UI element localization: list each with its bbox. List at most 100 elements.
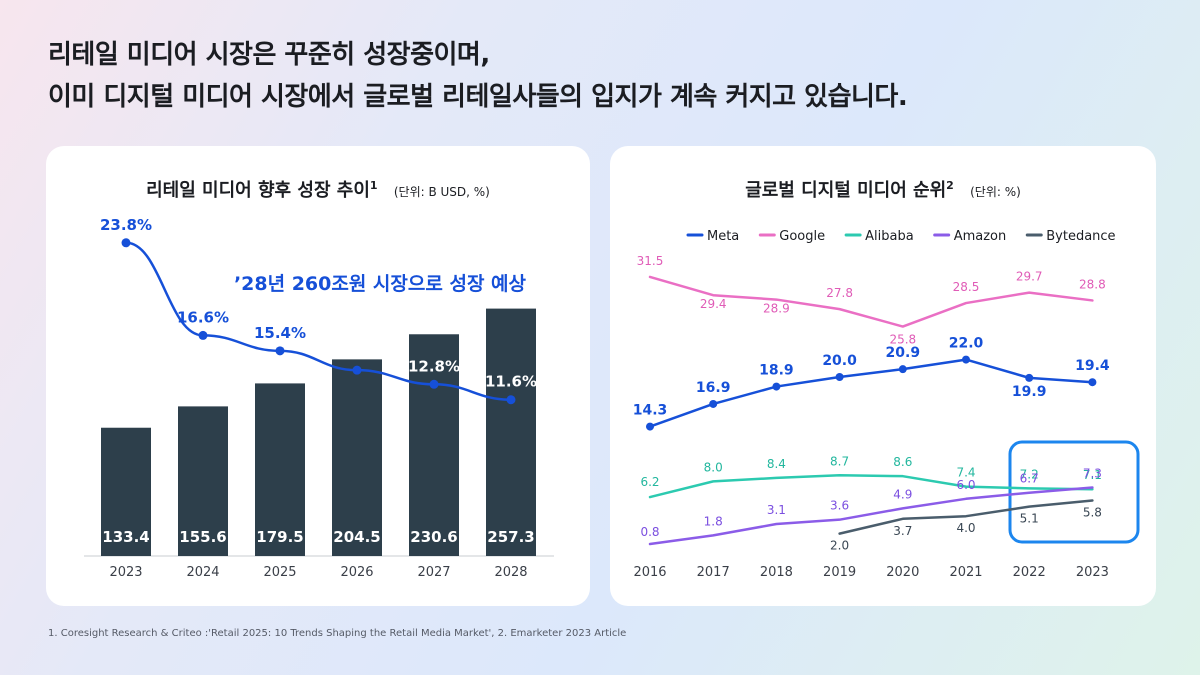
data-label-google: 29.4 bbox=[700, 297, 727, 311]
data-label-bytedance: 5.8 bbox=[1083, 506, 1102, 520]
data-label-meta: 19.4 bbox=[1075, 358, 1110, 374]
data-label-google: 27.8 bbox=[826, 286, 853, 300]
x-tick-label: 2025 bbox=[263, 565, 296, 580]
x-tick-label: 2021 bbox=[949, 565, 982, 580]
data-label-bytedance: 2.0 bbox=[830, 539, 849, 553]
legend-label-alibaba: Alibaba bbox=[865, 229, 914, 244]
meta-point bbox=[1088, 378, 1097, 387]
growth-annotation: ’28년 260조원 시장으로 성장 예상 bbox=[234, 273, 527, 295]
series-line-alibaba bbox=[648, 474, 1094, 499]
data-label-alibaba: 6.2 bbox=[640, 475, 659, 489]
data-label-amazon: 4.9 bbox=[893, 487, 912, 501]
data-label-google: 29.7 bbox=[1016, 270, 1043, 284]
data-label-amazon: 1.8 bbox=[704, 514, 723, 528]
data-label-bytedance: 5.1 bbox=[1020, 512, 1039, 526]
meta-point bbox=[772, 382, 781, 391]
data-label-meta: 16.9 bbox=[696, 380, 731, 396]
headline-line-1: 리테일 미디어 시장은 꾸준히 성장중이며, bbox=[48, 40, 490, 70]
growth-rate-point bbox=[275, 346, 285, 356]
bar-value-label: 179.5 bbox=[256, 528, 303, 546]
x-tick-label: 2023 bbox=[109, 565, 142, 580]
retail-media-bar-chart: 133.4 2023 155.6 2024 179.5 2025 204.5 2026 230.… bbox=[84, 216, 554, 580]
growth-rate-point bbox=[198, 330, 208, 340]
data-label-google: 28.8 bbox=[1079, 277, 1106, 291]
growth-rate-label: 13.9% bbox=[331, 343, 383, 361]
digital-media-title-footnote-mark: 2 bbox=[946, 179, 954, 192]
bar-value-label: 230.6 bbox=[410, 528, 457, 546]
data-label-meta: 18.9 bbox=[759, 363, 794, 379]
series-line-amazon bbox=[648, 486, 1094, 546]
x-tick-label: 2026 bbox=[340, 565, 373, 580]
bar-2027 bbox=[409, 334, 459, 556]
digital-media-line-chart: Meta Google Alibaba Amazon Bytedance 2016 2017… bbox=[633, 229, 1140, 580]
data-label-amazon: 6.0 bbox=[956, 478, 975, 492]
data-label-google: 28.9 bbox=[763, 302, 790, 316]
series-line-bytedance bbox=[838, 499, 1094, 535]
legend-label-meta: Meta bbox=[707, 229, 739, 244]
data-label-bytedance: 4.0 bbox=[956, 521, 975, 535]
growth-rate-point bbox=[506, 395, 516, 405]
data-label-meta: 20.0 bbox=[822, 353, 857, 369]
headline-line-2: 이미 디지털 미디어 시장에서 글로벌 리테일사들의 입지가 계속 커지고 있습… bbox=[48, 82, 908, 112]
data-label-google: 25.8 bbox=[889, 333, 916, 347]
series-line-meta bbox=[648, 358, 1094, 428]
growth-rate-line bbox=[125, 241, 512, 401]
data-label-amazon: 3.1 bbox=[767, 503, 786, 517]
bar-2023 bbox=[101, 427, 151, 556]
bar-value-label: 133.4 bbox=[102, 528, 149, 546]
meta-point bbox=[898, 365, 907, 374]
bar-value-label: 155.6 bbox=[179, 528, 226, 546]
retail-media-growth-card: 리테일 미디어 향후 성장 추이1 (단위: B USD, %) 133.4 20… bbox=[46, 146, 590, 606]
headline: 리테일 미디어 시장은 꾸준히 성장중이며, 이미 디지털 미디어 시장에서 글… bbox=[48, 34, 908, 118]
x-tick-label: 2020 bbox=[886, 565, 919, 580]
data-label-meta: 14.3 bbox=[633, 403, 668, 419]
digital-media-unit-label: (단위: %) bbox=[970, 185, 1021, 199]
bar-2025 bbox=[255, 383, 305, 556]
bar-value-label: 257.3 bbox=[487, 528, 534, 546]
retail-media-title-text: 리테일 미디어 향후 성장 추이 bbox=[146, 180, 370, 201]
bar-2024 bbox=[178, 406, 228, 556]
data-label-alibaba: 7.4 bbox=[956, 466, 975, 480]
digital-media-title-text: 글로벌 디지털 미디어 순위 bbox=[745, 180, 947, 201]
series-line-google bbox=[648, 275, 1094, 328]
meta-point bbox=[835, 373, 844, 381]
x-tick-label: 2023 bbox=[1076, 565, 1109, 580]
retail-media-chart-title: 리테일 미디어 향후 성장 추이1 (단위: B USD, %) bbox=[46, 176, 590, 202]
data-label-amazon: 6.7 bbox=[1020, 472, 1039, 486]
x-tick-label: 2016 bbox=[633, 565, 666, 580]
data-label-meta: 22.0 bbox=[949, 336, 984, 352]
data-label-amazon: 0.8 bbox=[640, 525, 659, 539]
meta-point bbox=[646, 422, 654, 431]
data-label-google: 28.5 bbox=[953, 280, 980, 294]
x-tick-label: 2028 bbox=[494, 565, 527, 580]
legend-label-google: Google bbox=[779, 229, 825, 244]
digital-media-ranking-card: 글로벌 디지털 미디어 순위2 (단위: %) Meta Google Alibab… bbox=[610, 146, 1156, 606]
data-label-meta: 19.9 bbox=[1012, 384, 1047, 400]
retail-media-title-footnote-mark: 1 bbox=[369, 179, 378, 192]
highlight-box-2022-2023 bbox=[1008, 440, 1140, 544]
data-label-bytedance: 3.7 bbox=[893, 524, 912, 538]
bar-2026 bbox=[332, 359, 382, 556]
data-label-alibaba: 7.1 bbox=[1083, 468, 1102, 482]
data-label-amazon: 7.3 bbox=[1083, 466, 1102, 480]
x-tick-label: 2024 bbox=[186, 565, 219, 580]
data-label-alibaba: 8.0 bbox=[704, 460, 723, 474]
x-tick-label: 2022 bbox=[1013, 565, 1046, 580]
growth-rate-label: 23.8% bbox=[100, 216, 152, 234]
bar-value-label: 204.5 bbox=[333, 528, 380, 546]
retail-media-unit-label: (단위: B USD, %) bbox=[393, 185, 490, 199]
meta-point bbox=[709, 399, 718, 408]
growth-rate-label: 16.6% bbox=[177, 308, 229, 326]
growth-rate-point bbox=[352, 365, 362, 375]
data-label-alibaba: 8.6 bbox=[893, 455, 912, 469]
data-label-meta: 20.9 bbox=[886, 345, 921, 361]
footnote: 1. Coresight Research & Criteo :'Retail … bbox=[48, 628, 627, 639]
bar-2028 bbox=[486, 308, 536, 556]
x-tick-label: 2019 bbox=[823, 565, 856, 580]
growth-rate-label: 15.4% bbox=[254, 324, 306, 342]
meta-point bbox=[1025, 373, 1034, 382]
legend-label-amazon: Amazon bbox=[954, 229, 1007, 244]
growth-rate-point bbox=[121, 238, 131, 248]
data-label-alibaba: 7.2 bbox=[1020, 467, 1039, 481]
digital-media-chart-title: 글로벌 디지털 미디어 순위2 (단위: %) bbox=[610, 176, 1156, 202]
